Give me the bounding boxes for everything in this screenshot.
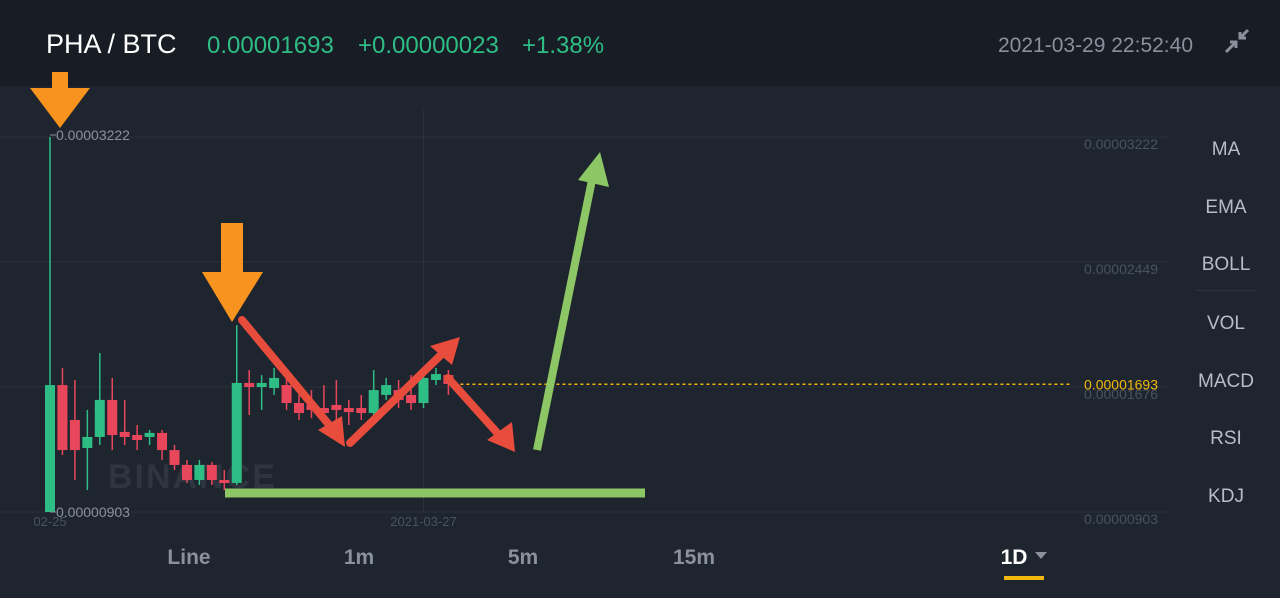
interval-tab[interactable]: 15m bbox=[673, 546, 715, 569]
chart-panel bbox=[0, 86, 1280, 598]
arrow-orange bbox=[202, 223, 263, 322]
marker-label: 0.00000903 bbox=[56, 504, 130, 520]
arrowhead bbox=[578, 152, 609, 187]
interval-tab[interactable]: 1m bbox=[344, 546, 374, 569]
indicator-tab[interactable]: BOLL bbox=[1202, 254, 1251, 275]
candle-body bbox=[381, 385, 392, 395]
candle-body bbox=[356, 408, 367, 414]
candle-body bbox=[45, 385, 55, 512]
datetime: 2021-03-29 22:52:40 bbox=[998, 34, 1193, 57]
arrow-red bbox=[238, 316, 504, 447]
indicator-tab[interactable]: RSI bbox=[1210, 428, 1242, 449]
candle-body bbox=[219, 479, 230, 484]
candle-body bbox=[181, 464, 192, 480]
candle-body bbox=[331, 404, 342, 410]
header-bg bbox=[0, 0, 1280, 86]
candle-body bbox=[194, 464, 205, 480]
candle-body bbox=[157, 432, 168, 451]
price: 0.00001693 bbox=[207, 32, 334, 59]
interval-tab[interactable]: Line bbox=[167, 546, 210, 569]
candle-body bbox=[368, 390, 379, 414]
candle-body bbox=[318, 408, 329, 414]
arrowhead bbox=[487, 422, 515, 452]
candle-body bbox=[269, 377, 280, 388]
change: +0.00000023 bbox=[358, 32, 499, 59]
candle-body bbox=[82, 436, 93, 448]
y-tick-label: 0.00003222 bbox=[1084, 136, 1158, 152]
change-percent: +1.38% bbox=[522, 32, 604, 59]
candle-body bbox=[132, 435, 143, 441]
candle-body bbox=[294, 403, 304, 414]
active-underline bbox=[1004, 576, 1044, 580]
y-tick-label: 0.00000903 bbox=[1084, 511, 1158, 527]
candle-body bbox=[418, 377, 429, 404]
candle-body bbox=[119, 431, 130, 437]
candle-body bbox=[430, 374, 441, 381]
indicator-tab[interactable]: EMA bbox=[1205, 197, 1247, 218]
candle-body bbox=[144, 432, 155, 437]
arrowhead bbox=[318, 416, 345, 447]
candle-body bbox=[69, 419, 80, 451]
interval-tab[interactable]: 5m bbox=[508, 546, 538, 569]
marker-label: 0.00003222 bbox=[56, 127, 130, 143]
arrow-orange bbox=[30, 72, 90, 128]
candle-body bbox=[231, 382, 242, 484]
candle-body bbox=[107, 399, 118, 436]
arrowhead bbox=[430, 337, 460, 365]
interval-tab[interactable]: 1D bbox=[1001, 546, 1028, 569]
dropdown-caret[interactable] bbox=[1035, 552, 1047, 559]
menu-divider bbox=[1196, 290, 1256, 291]
candle-body bbox=[94, 399, 105, 437]
candle-body bbox=[206, 464, 217, 480]
chart: 0.00003222 0.00002449 0.00001676 0.00000903… bbox=[0, 110, 1168, 529]
candle-body bbox=[256, 382, 267, 387]
collapse-icon[interactable] bbox=[1224, 28, 1250, 54]
current-price-label: 0.00001693 bbox=[1084, 376, 1158, 392]
y-tick-label: 0.00002449 bbox=[1084, 261, 1158, 277]
indicator-tab[interactable]: KDJ bbox=[1208, 486, 1244, 507]
indicator-tab[interactable]: MACD bbox=[1198, 371, 1254, 392]
candle-body bbox=[244, 382, 255, 387]
candle-body bbox=[406, 394, 417, 404]
candle-body bbox=[343, 408, 354, 413]
pair[interactable]: PHA / BTC bbox=[46, 29, 177, 59]
annotations bbox=[30, 72, 645, 498]
x-tick-label: 2021-03-27 bbox=[390, 514, 457, 529]
candle-body bbox=[169, 450, 180, 465]
indicator-tab[interactable]: MA bbox=[1212, 139, 1241, 160]
candle-body bbox=[57, 385, 68, 451]
indicator-tab[interactable]: VOL bbox=[1207, 313, 1245, 334]
y-tick-label: 0.00001676 bbox=[1084, 386, 1158, 402]
arrow-green bbox=[533, 179, 596, 451]
x-tick-label: 02-25 bbox=[33, 514, 66, 529]
candle-body bbox=[281, 385, 292, 404]
